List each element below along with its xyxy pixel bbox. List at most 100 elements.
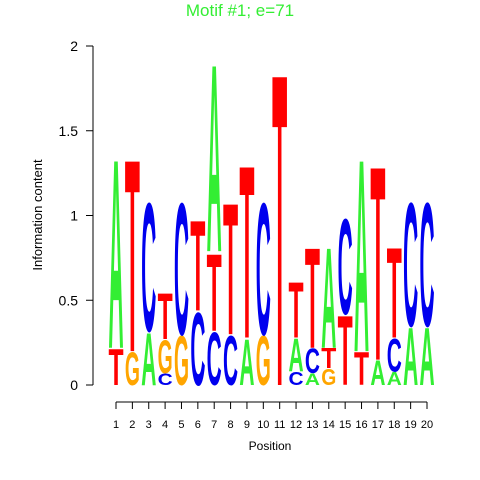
letter-stack-item: G bbox=[125, 343, 140, 396]
x-tick-label: 17 bbox=[372, 419, 384, 431]
logo-letter: T bbox=[158, 281, 173, 354]
x-axis-label: Position bbox=[249, 439, 292, 453]
letter-stack-item: T bbox=[108, 339, 123, 397]
logo-letter: C bbox=[190, 291, 205, 407]
x-tick-label: 13 bbox=[306, 419, 318, 431]
x-tick-label: 7 bbox=[211, 419, 217, 431]
letter-stack-item: T bbox=[321, 343, 336, 374]
logo-letter: A bbox=[354, 103, 369, 411]
letter-stack-item: T bbox=[223, 165, 238, 375]
logo-letter: C bbox=[419, 166, 434, 363]
letter-stack-item: A bbox=[141, 317, 156, 402]
letter-stack-item: C bbox=[158, 371, 173, 389]
letter-stack-item: T bbox=[272, 0, 287, 480]
logo-letter: A bbox=[305, 371, 320, 389]
logo-letter: A bbox=[289, 330, 304, 383]
letter-stack-item: C bbox=[207, 317, 222, 402]
letter-stack-item: C bbox=[190, 291, 205, 407]
logo-letter: T bbox=[190, 194, 205, 339]
letter-stack-item: T bbox=[239, 115, 254, 392]
letter-stack-item: T bbox=[305, 218, 320, 378]
y-tick-label: 1 bbox=[70, 208, 78, 224]
logo-letter: T bbox=[338, 296, 353, 406]
y-tick-label: 2 bbox=[70, 38, 78, 54]
logo-letter: G bbox=[158, 331, 173, 384]
letter-stack-item: A bbox=[354, 103, 369, 411]
logo-letter: A bbox=[321, 218, 336, 378]
x-tick-label: 14 bbox=[323, 419, 335, 431]
letter-stack-item: C bbox=[256, 165, 271, 375]
x-tick-label: 18 bbox=[388, 419, 400, 431]
letter-stack-item: C bbox=[141, 164, 156, 370]
x-tick-label: 2 bbox=[129, 419, 135, 431]
logo-letter: C bbox=[223, 321, 238, 400]
letter-stack-item: C bbox=[403, 166, 418, 363]
logo-letter: G bbox=[256, 321, 271, 400]
x-tick-label: 4 bbox=[162, 419, 168, 431]
letter-stack-item: T bbox=[354, 343, 369, 396]
logo-letter: C bbox=[305, 341, 320, 381]
letter-stack-item: A bbox=[387, 368, 402, 389]
logo-letter: G bbox=[174, 321, 189, 400]
letter-stack-item: T bbox=[289, 267, 304, 356]
logo-letter: T bbox=[239, 115, 254, 392]
letter-stack-item: C bbox=[419, 166, 434, 363]
logo-letter: C bbox=[207, 317, 222, 402]
letter-stack-item: A bbox=[207, 10, 222, 309]
letter-stack-item: T bbox=[125, 103, 140, 411]
y-tick-label: 0 bbox=[70, 377, 78, 393]
logo-letter: T bbox=[305, 218, 320, 378]
logo-letter: T bbox=[289, 267, 304, 356]
letter-stack-item: T bbox=[370, 108, 385, 419]
letter-stack-item: G bbox=[174, 321, 189, 400]
logo-letter: A bbox=[419, 310, 434, 403]
chart-title: Motif #1; e=71 bbox=[186, 1, 294, 20]
letter-stack-item: C bbox=[305, 341, 320, 381]
x-tick-label: 19 bbox=[405, 419, 417, 431]
letter-stack-item: A bbox=[403, 310, 418, 403]
letter-stack-item: C bbox=[338, 190, 353, 343]
logo-letter: T bbox=[370, 108, 385, 419]
letter-stack-item: G bbox=[321, 365, 336, 391]
logo-letter: T bbox=[354, 343, 369, 396]
logo-letter: C bbox=[174, 165, 189, 375]
x-tick-label: 8 bbox=[228, 419, 234, 431]
logo-letter: C bbox=[141, 164, 156, 370]
y-tick-label: 1.5 bbox=[59, 123, 79, 139]
letter-stack-item: G bbox=[256, 321, 271, 400]
letter-stack-item: A bbox=[419, 310, 434, 403]
logo-letter: T bbox=[125, 103, 140, 411]
logo-letter: A bbox=[387, 368, 402, 389]
logo-letter: C bbox=[403, 166, 418, 363]
logo-letter: C bbox=[289, 368, 304, 389]
logo-letter: A bbox=[403, 310, 418, 403]
letter-stack-item: A bbox=[321, 218, 336, 378]
logo-letter: A bbox=[370, 352, 385, 392]
x-tick-label: 5 bbox=[178, 419, 184, 431]
logo-letter: C bbox=[338, 190, 353, 343]
x-tick-label: 12 bbox=[290, 419, 302, 431]
logo-letter: T bbox=[272, 0, 287, 480]
letter-stack-item: C bbox=[223, 321, 238, 400]
letter-stack-item: C bbox=[289, 368, 304, 389]
logo-letter: T bbox=[207, 231, 222, 354]
letter-stack-item: A bbox=[305, 371, 320, 389]
logo-letter: A bbox=[207, 10, 222, 309]
x-tick-label: 15 bbox=[339, 419, 351, 431]
x-tick-label: 16 bbox=[355, 419, 367, 431]
letter-stack-item: G bbox=[158, 331, 173, 384]
logo-letter: C bbox=[256, 165, 271, 375]
letter-stack-item: C bbox=[174, 165, 189, 375]
logo-letter: C bbox=[387, 330, 402, 383]
logo-letter: G bbox=[125, 343, 140, 396]
letter-stack-item: T bbox=[190, 194, 205, 339]
logo-letter: A bbox=[108, 102, 123, 406]
letter-stack-item: T bbox=[207, 231, 222, 354]
x-tick-label: 1 bbox=[113, 419, 119, 431]
y-tick-label: 0.5 bbox=[59, 292, 79, 308]
x-tick-label: 20 bbox=[421, 419, 433, 431]
letter-stack-item: T bbox=[387, 221, 402, 366]
logo-letter: C bbox=[158, 371, 173, 389]
logo-letter: T bbox=[321, 343, 336, 374]
